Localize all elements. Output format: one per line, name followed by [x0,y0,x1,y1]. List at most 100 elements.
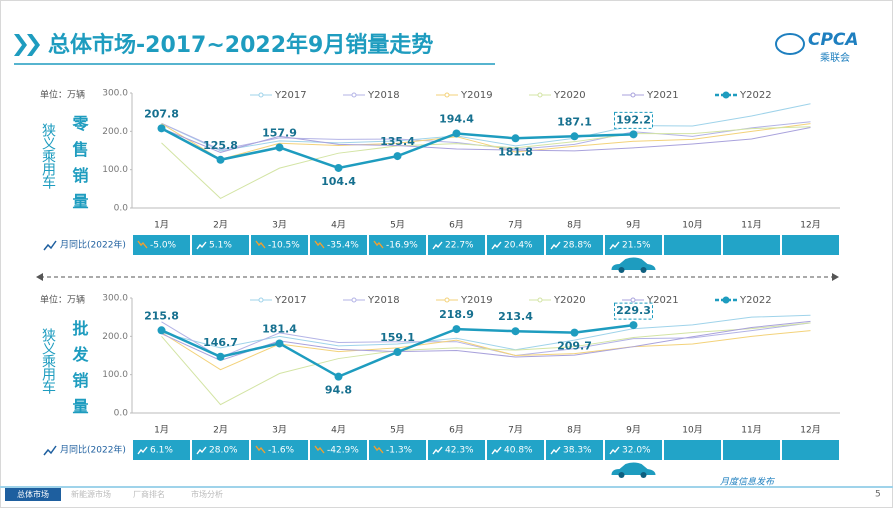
footer-tab-active [5,488,61,501]
legend-label: Y2022 [739,90,772,101]
yoy-label: 月同比(2022年) [60,444,126,456]
yoy-arrow [314,240,325,249]
data-point [275,143,284,152]
series-line [161,330,811,371]
y-tick-label: 300.0 [102,89,128,99]
car-wheel [618,472,625,478]
chart-title: 零售销量 [70,115,90,219]
data-point [452,325,461,334]
data-label: 194.4 [439,112,474,125]
legend-label: Y2019 [460,295,493,306]
yoy-value: -35.4% [327,241,359,251]
data-point [275,339,284,348]
yoy-arrow [137,446,148,455]
x-tick-label: 5月 [390,425,405,436]
series-line [161,103,811,152]
legend-label: Y2021 [646,90,679,101]
footer-tab: 总体市场 [17,489,49,499]
car-icon [611,462,656,475]
data-point [629,321,638,330]
y-tick-label: 100.0 [102,165,128,175]
yoy-arrow [491,241,502,250]
series-line [161,322,811,406]
legend-marker [630,297,636,303]
x-tick-label: 9月 [626,220,641,231]
data-label: 229.3 [616,304,651,317]
yoy-arrow [550,241,561,250]
logo-text: CPCA [808,30,859,50]
x-tick-label: 11月 [741,425,761,436]
data-point [511,134,520,143]
car-wheel [640,472,647,478]
yoy-cell [310,440,367,460]
yoy-cell [369,440,426,460]
highlight-box [614,302,653,320]
yoy-cell [546,235,603,255]
legend-label: Y2020 [553,90,586,101]
legend-marker [351,297,357,303]
x-tick-label: 1月 [154,425,169,436]
yoy-cell [251,440,308,460]
car-wheel [618,267,625,273]
yoy-value: 28.8% [563,241,592,251]
yoy-arrow [255,445,266,454]
y-tick-label: 0.0 [114,204,129,214]
yoy-cell [605,440,662,460]
yoy-cell [487,440,544,460]
yoy-cell [133,235,190,255]
y-tick-label: 100.0 [102,370,128,380]
yoy-arrow [609,241,620,250]
legend-marker [258,297,264,303]
data-label: 135.4 [380,135,415,148]
unit-label: 单位：万辆 [40,89,85,101]
legend-label: Y2017 [274,295,307,306]
yoy-value: -1.6% [268,446,295,456]
x-tick-label: 11月 [741,220,761,231]
y-tick-label: 0.0 [114,409,129,419]
legend-marker [722,296,730,304]
data-label: 94.8 [325,384,352,397]
data-label: 181.8 [498,145,533,158]
yoy-cell [487,235,544,255]
legend-marker [444,297,450,303]
x-tick-label: 3月 [272,425,287,436]
data-label: 159.1 [380,331,415,344]
data-point [393,152,402,161]
x-tick-label: 5月 [390,220,405,231]
yoy-icon [43,240,57,251]
data-point [629,130,638,139]
yoy-cell [546,440,603,460]
yoy-value: -16.9% [386,241,418,251]
x-tick-label: 12月 [800,425,820,436]
x-tick-label: 2月 [213,220,228,231]
data-point [570,132,579,141]
yoy-cell [428,440,485,460]
x-tick-label: 10月 [682,220,702,231]
category-label: 狭义乘用车 [40,328,56,394]
data-point [216,155,225,164]
yoy-arrow [373,445,384,454]
page-title: 总体市场-2017~2022年9月销量走势 [48,32,433,58]
data-label: 104.4 [321,175,356,188]
data-label: 209.7 [557,340,592,353]
footer-tab: 厂商排名 [133,489,165,499]
legend-label: Y2019 [460,90,493,101]
x-tick-label: 10月 [682,425,702,436]
data-point [157,124,166,133]
yoy-value: 21.5% [622,241,651,251]
y-tick-label: 200.0 [102,127,128,137]
yoy-value: -5.0% [150,241,177,251]
category-label: 狭义乘用车 [40,123,56,189]
x-tick-label: 4月 [331,220,346,231]
data-label: 146.7 [203,336,238,349]
x-tick-label: 6月 [449,220,464,231]
yoy-value: 5.1% [209,241,232,251]
yoy-cell [723,440,780,460]
yoy-value: 42.3% [445,446,474,456]
data-point [570,328,579,337]
data-label: 213.4 [498,310,533,323]
yoy-cell [133,440,190,460]
yoy-cell [664,440,721,460]
x-tick-label: 8月 [567,425,582,436]
